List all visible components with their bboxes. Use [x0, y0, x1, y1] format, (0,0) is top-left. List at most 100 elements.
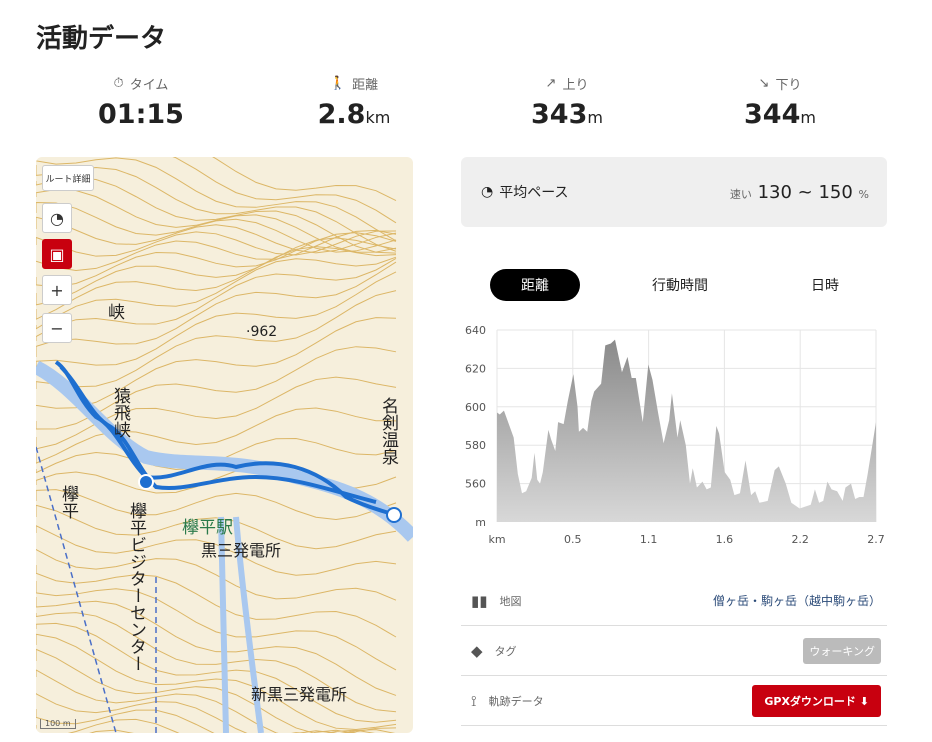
contour-line [36, 202, 397, 253]
gpx-download-label: GPXダウンロード [764, 694, 856, 708]
tab-moving-time[interactable]: 行動時間 [652, 278, 708, 294]
contour-line [36, 216, 397, 254]
speedometer-icon: ◔ [50, 208, 64, 228]
contour-line [36, 246, 397, 320]
x-tick-label: 1.1 [640, 533, 658, 546]
route-track [54, 360, 397, 517]
contour-line [36, 565, 397, 638]
contour-line [36, 669, 396, 733]
stat-descent: ↘ 下り 344m [690, 74, 870, 130]
speedometer-icon: ◔ [481, 184, 494, 200]
contour-line [36, 648, 397, 733]
y-tick-label: 600 [465, 401, 486, 414]
stat-ascent: ↗ 上り 343m [477, 74, 657, 130]
route-icon: ⟟ [471, 691, 477, 710]
map-label-plant3: 黒三発電所 [201, 541, 282, 560]
stat-time: ⏱ タイム 01:15 [51, 74, 231, 130]
map-label-peak: ·962 [246, 324, 278, 340]
arrow-down-right-icon: ↘ [758, 76, 770, 91]
download-icon: ⬇ [859, 694, 869, 708]
contour-line [36, 489, 397, 521]
chart-tabs: 距離 行動時間 日時 [490, 269, 870, 301]
tab-distance[interactable]: 距離 [490, 269, 580, 301]
x-tick-label: 2.2 [791, 533, 809, 546]
zoom-out-button[interactable]: − [42, 313, 72, 343]
map-scale: 100 m [40, 719, 76, 729]
contour-line [172, 157, 397, 224]
start-marker[interactable] [138, 474, 154, 490]
map-label-station: 欅平駅 [182, 518, 233, 538]
gpx-download-button[interactable]: GPXダウンロード ⬇ [752, 684, 881, 717]
contour-line [36, 258, 397, 341]
contour-line [36, 261, 397, 357]
y-tick-label: 580 [465, 439, 486, 452]
y-axis-label: m [475, 516, 486, 529]
contour-line [36, 346, 397, 430]
tag-icon: ◆ [471, 641, 483, 660]
average-pace-panel: ◔ 平均ペース 速い 130 ~ 150 % [461, 157, 887, 227]
contour-line [36, 317, 397, 409]
stat-unit: km [365, 108, 391, 127]
stat-value: 2.8 [317, 99, 366, 130]
stat-distance: 🚶 距離 2.8km [264, 74, 444, 130]
elevation-chart: 640 620 600 580 560 mkm 0.5 1.1 1.6 2.2 2.7 [465, 324, 885, 546]
info-row-map: ▮▮ 地図 僧ヶ岳・駒ヶ岳（越中駒ヶ岳） [461, 576, 887, 626]
info-label: タグ [494, 644, 517, 658]
tab-datetime[interactable]: 日時 [811, 278, 839, 294]
contour-line [36, 407, 397, 464]
contour-line [36, 290, 397, 389]
map-label-visitor: 欅平ビジターセンター [126, 502, 146, 672]
pace-speed-label: 速い [729, 187, 752, 201]
page-title: 活動データ [36, 24, 167, 54]
y-tick-label: 620 [465, 362, 486, 375]
x-tick-label: 2.7 [867, 533, 885, 546]
contour-line [36, 581, 397, 671]
camera-icon: ▣ [49, 244, 65, 264]
info-row-tag: ◆ タグ ウォーキング [461, 626, 887, 676]
y-tick-label: 560 [465, 478, 486, 491]
contour-line [36, 237, 397, 306]
contour-line [36, 157, 397, 242]
pace-label: 平均ペース [499, 185, 569, 201]
route-map[interactable]: ルート詳細 ◔ ▣ + − ·962 峡 猿飛峡 名剣温泉 欅平駅 黒三発電所 … [36, 157, 413, 733]
map-label-newplant: 新黒三発電所 [251, 685, 348, 704]
zoom-in-button[interactable]: + [42, 275, 72, 305]
end-marker[interactable] [386, 507, 402, 523]
contour-line [36, 633, 397, 731]
stat-value: 343 [531, 99, 588, 130]
stat-label: タイム [129, 78, 169, 93]
contour-line [36, 376, 397, 450]
map-label-onsen: 名剣温泉 [378, 397, 398, 465]
speedometer-button[interactable]: ◔ [42, 203, 72, 233]
info-row-track: ⟟ 軌跡データ GPXダウンロード ⬇ [461, 676, 887, 726]
walker-icon: 🚶 [329, 76, 347, 91]
tag-walking[interactable]: ウォーキング [803, 637, 881, 664]
contour-line [36, 718, 338, 733]
stat-label: 距離 [352, 78, 379, 93]
contour-line [36, 256, 397, 330]
contour-line [212, 157, 397, 202]
contour-line [36, 693, 376, 733]
map-name-link[interactable]: 僧ヶ岳・駒ヶ岳（越中駒ヶ岳） [712, 594, 881, 608]
stat-value: 01:15 [98, 99, 184, 130]
contour-line [36, 271, 397, 373]
x-tick-label: km [488, 533, 505, 546]
contour-line [36, 709, 357, 733]
stat-unit: m [587, 108, 603, 127]
stopwatch-icon: ⏱ [113, 76, 124, 91]
photo-toggle-button[interactable]: ▣ [42, 239, 72, 269]
contour-line [36, 525, 397, 576]
stat-label: 下り [775, 78, 802, 93]
elevation-area [497, 339, 876, 522]
map-icon: ▮▮ [471, 591, 488, 610]
y-tick-label: 640 [465, 324, 486, 337]
route-detail-button[interactable]: ルート詳細 [42, 165, 94, 191]
x-tick-label: 1.6 [716, 533, 734, 546]
map-label-gorge-top: 峡 [104, 303, 124, 320]
contour-line [36, 622, 397, 723]
contour-line [36, 612, 397, 713]
contour-line [36, 549, 397, 601]
pace-unit: % [858, 187, 869, 201]
arrow-up-right-icon: ↗ [545, 76, 557, 91]
map-canvas [36, 157, 413, 733]
